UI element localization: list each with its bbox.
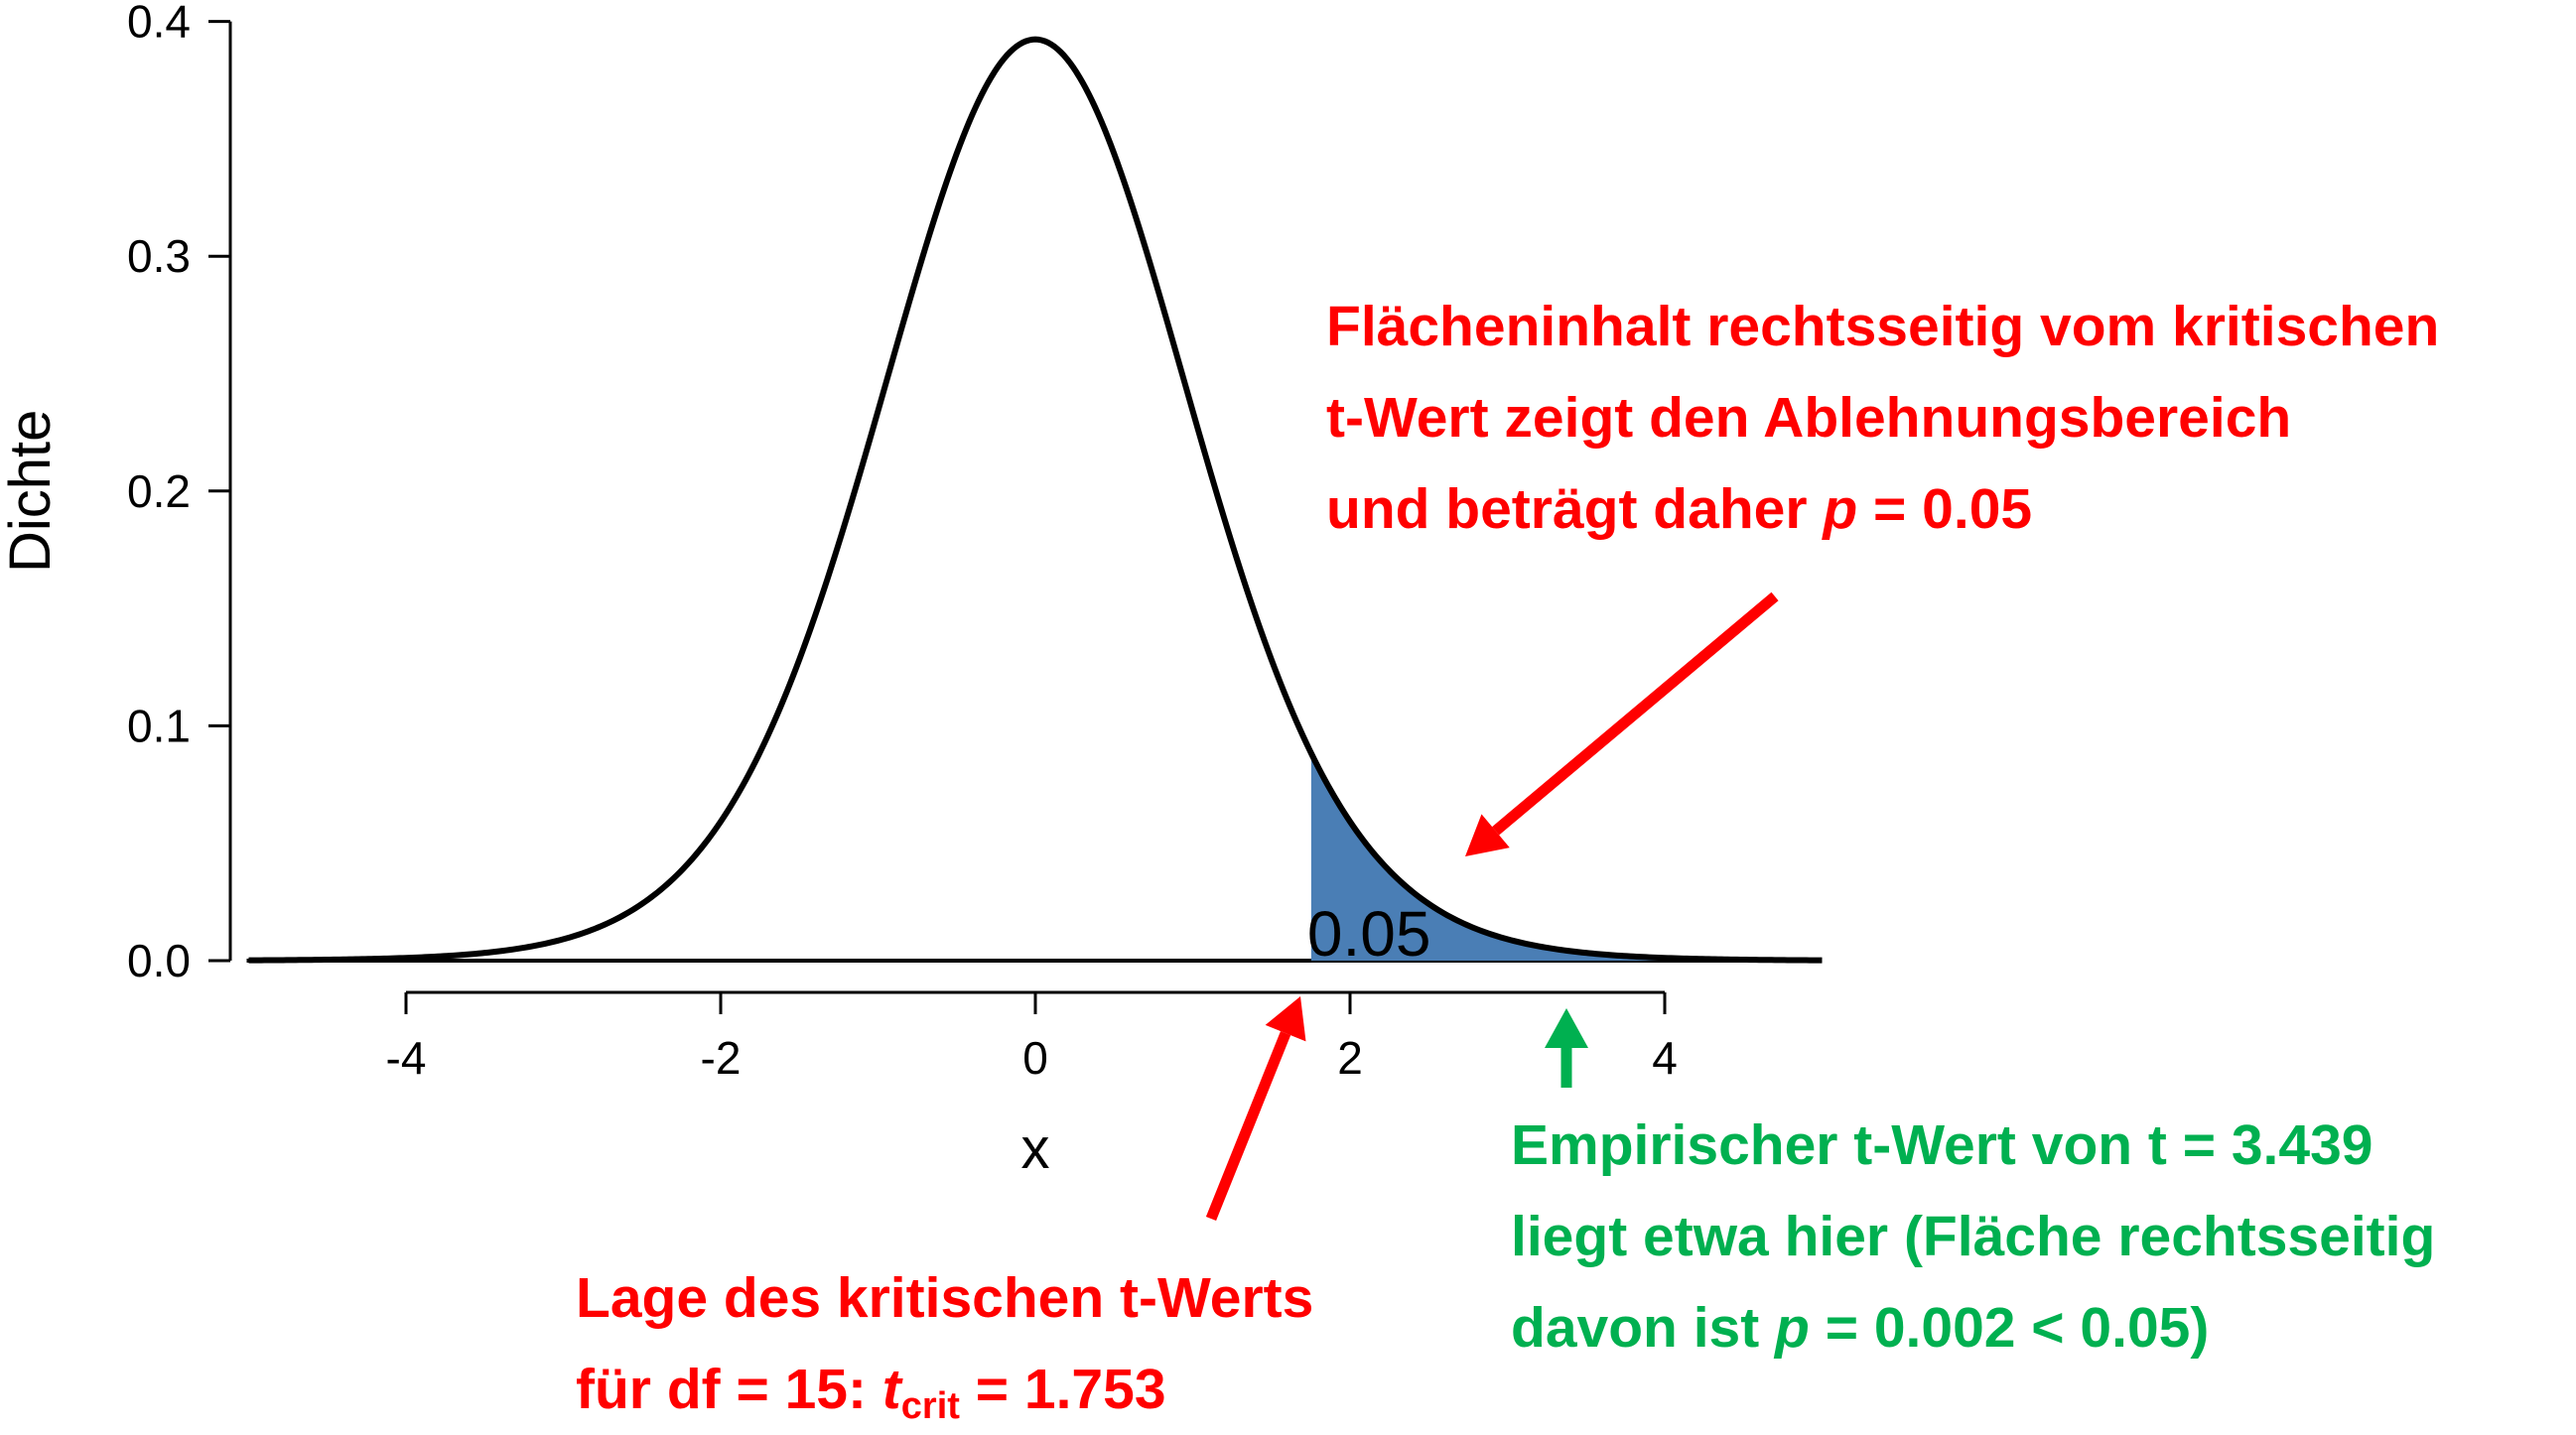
density-curve	[248, 36, 1823, 964]
critical-value-arrow	[1205, 996, 1306, 1222]
x-axis-title: x	[1021, 1116, 1050, 1181]
area-note-p-symbol: p	[1823, 477, 1858, 541]
critical-note-line-2: für df = 15: tcrit = 1.753	[576, 1344, 1313, 1435]
empirical-note-line-3-suffix: = 0.002 < 0.05)	[1809, 1296, 2210, 1360]
area-note-line-2: t-Wert zeigt den Ablehnungsbereich	[1326, 386, 2292, 450]
x-tick-label: 2	[1337, 1032, 1363, 1084]
critical-note-line-1: Lage des kritischen t-Werts	[576, 1266, 1314, 1330]
area-note-line-3-suffix: = 0.05	[1857, 477, 2033, 541]
empirical-note-line-2: liegt etwa hier (Fläche rechtsseitig	[1511, 1205, 2436, 1268]
y-tick-label: 0.3	[127, 230, 191, 282]
rejection-region-area	[1310, 752, 1823, 961]
area-note-line-3: und beträgt daher p = 0.05	[1326, 463, 2439, 555]
critical-note-line-2-suffix: = 1.753	[959, 1358, 1166, 1421]
axes: 0.0 0.1 0.2 0.3 0.4 -4 -2 0 2 4	[127, 0, 1823, 1084]
empirical-note-line-1: Empirischer t-Wert von t = 3.439	[1511, 1113, 2373, 1177]
y-tick-label: 0.2	[127, 465, 191, 517]
critical-note-t-symbol: t	[881, 1358, 901, 1421]
x-tick-label: 0	[1022, 1032, 1048, 1084]
y-tick-label: 0.0	[127, 935, 191, 986]
empirical-value-annotation: Empirischer t-Wert von t = 3.439 liegt e…	[1511, 1100, 2435, 1373]
empirical-note-p-symbol: p	[1775, 1296, 1810, 1360]
critical-value-annotation: Lage des kritischen t-Werts für df = 15:…	[576, 1252, 1313, 1435]
y-tick-label: 0.4	[127, 0, 191, 48]
empirical-note-line-3: davon ist p = 0.002 < 0.05)	[1511, 1282, 2435, 1373]
annotation-arrows	[1205, 591, 1779, 1222]
y-tick-label: 0.1	[127, 700, 191, 751]
x-tick-label: 4	[1652, 1032, 1678, 1084]
rejection-area-annotation: Flächeninhalt rechtsseitig vom kritische…	[1326, 281, 2439, 555]
area-note-arrow	[1465, 591, 1779, 856]
empirical-value-arrow	[1545, 1008, 1588, 1088]
x-tick-label: -2	[701, 1032, 742, 1084]
area-note-line-1: Flächeninhalt rechtsseitig vom kritische…	[1326, 295, 2440, 358]
critical-note-line-2-prefix: für df = 15:	[576, 1358, 882, 1421]
x-tick-label: -4	[386, 1032, 427, 1084]
empirical-note-line-3-prefix: davon ist	[1511, 1296, 1776, 1360]
critical-note-subscript: crit	[900, 1385, 960, 1427]
area-note-line-3-prefix: und beträgt daher	[1326, 477, 1824, 541]
y-axis-title: Dichte	[0, 410, 63, 573]
area-value-label: 0.05	[1307, 898, 1431, 970]
